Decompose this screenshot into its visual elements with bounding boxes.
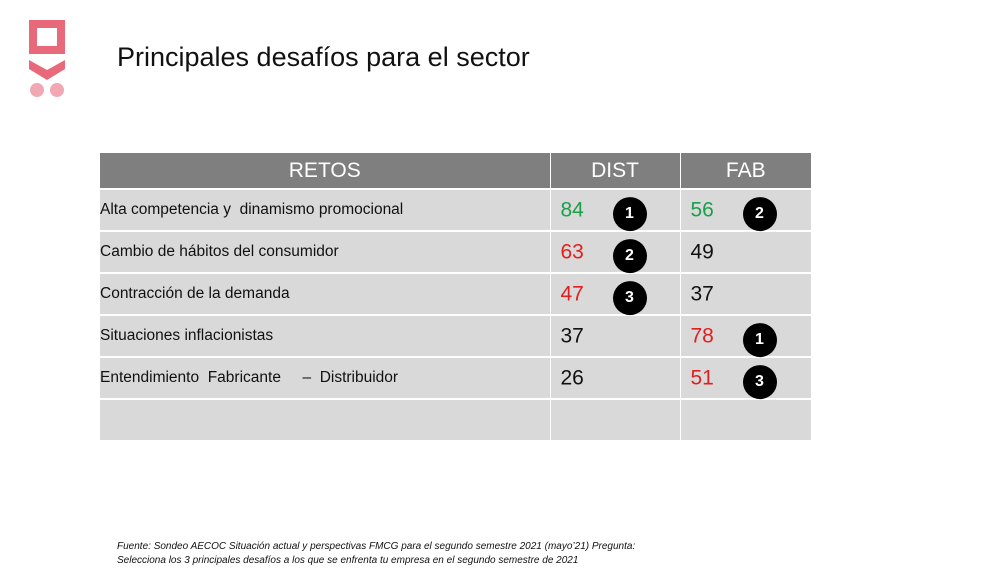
table-row xyxy=(100,398,811,440)
dist-value: 47 xyxy=(560,282,584,306)
table-row: Cambio de hábitos del consumidor 63 2 49 xyxy=(100,230,811,274)
dist-value: 63 xyxy=(560,240,584,264)
rank-badge: 3 xyxy=(612,281,647,316)
rank-badge: 1 xyxy=(742,323,777,358)
source-footnote: Fuente: Sondeo AECOC Situación actual y … xyxy=(117,540,635,568)
reto-label: Contracción de la demanda xyxy=(100,272,551,315)
footnote-line-2: Selecciona los 3 principales desafíos a … xyxy=(117,555,579,566)
reto-label xyxy=(100,398,551,440)
rank-badge: 2 xyxy=(612,239,647,274)
table-row: Situaciones inflacionistas 37 78 1 xyxy=(100,314,811,358)
brand-logo xyxy=(29,20,65,97)
dist-cell: 47 3 xyxy=(550,272,681,316)
dist-cell: 84 1 xyxy=(550,188,681,232)
logo-square-shape xyxy=(29,20,65,54)
dist-value: 26 xyxy=(560,366,584,390)
reto-label: Cambio de hábitos del consumidor xyxy=(100,230,551,273)
rank-badge: 2 xyxy=(742,197,777,232)
header-fab: FAB xyxy=(680,153,811,189)
header-dist: DIST xyxy=(550,153,681,189)
fab-value: 37 xyxy=(690,282,714,306)
table-row: Entendimiento Fabricante – Distribuidor … xyxy=(100,356,811,400)
table-row: Contracción de la demanda 47 3 37 xyxy=(100,272,811,316)
table-row: Alta competencia y dinamismo promocional… xyxy=(100,188,811,232)
fab-cell xyxy=(680,398,811,440)
fab-cell: 51 3 xyxy=(680,356,811,400)
fab-value: 56 xyxy=(690,198,714,222)
fab-value: 49 xyxy=(690,240,714,264)
reto-label: Alta competencia y dinamismo promocional xyxy=(100,188,551,231)
rank-badge: 3 xyxy=(742,365,777,400)
logo-chevron-shape xyxy=(29,60,65,80)
reto-label: Entendimiento Fabricante – Distribuidor xyxy=(100,356,551,399)
fab-cell: 37 xyxy=(680,272,811,315)
fab-cell: 78 1 xyxy=(680,314,811,358)
fab-cell: 49 xyxy=(680,230,811,273)
rank-badge: 1 xyxy=(612,197,647,232)
dist-cell: 26 xyxy=(550,356,681,399)
fab-value: 51 xyxy=(690,366,714,390)
dist-cell: 37 xyxy=(550,314,681,357)
dist-cell xyxy=(550,398,681,440)
dist-cell: 63 2 xyxy=(550,230,681,274)
header-retos: RETOS xyxy=(100,153,551,189)
logo-dot-right xyxy=(50,83,64,97)
logo-dot-left xyxy=(30,83,44,97)
footnote-line-1: Fuente: Sondeo AECOC Situación actual y … xyxy=(117,541,636,552)
dist-value: 84 xyxy=(560,198,584,222)
table-header-row: RETOS DIST FAB xyxy=(100,153,811,189)
challenges-table: RETOS DIST FAB Alta competencia y dinami… xyxy=(100,153,811,440)
page-title: Principales desafíos para el sector xyxy=(117,42,530,72)
fab-value: 78 xyxy=(690,324,714,348)
dist-value: 37 xyxy=(560,324,584,348)
reto-label: Situaciones inflacionistas xyxy=(100,314,551,357)
fab-cell: 56 2 xyxy=(680,188,811,232)
